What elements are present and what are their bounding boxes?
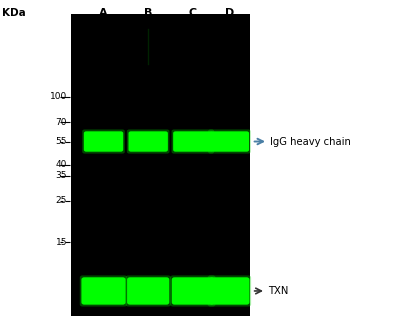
FancyBboxPatch shape: [128, 131, 168, 152]
FancyBboxPatch shape: [209, 277, 249, 305]
FancyBboxPatch shape: [126, 129, 169, 154]
Text: KDa: KDa: [2, 8, 26, 18]
Text: TXN: TXN: [267, 286, 288, 296]
FancyBboxPatch shape: [83, 131, 123, 152]
Bar: [71, 14, 249, 316]
Text: 55: 55: [55, 137, 67, 146]
FancyBboxPatch shape: [81, 277, 126, 305]
FancyBboxPatch shape: [170, 275, 215, 307]
FancyBboxPatch shape: [125, 275, 171, 307]
FancyBboxPatch shape: [171, 129, 214, 154]
FancyBboxPatch shape: [207, 275, 250, 307]
Text: 15: 15: [55, 238, 67, 247]
Text: C: C: [188, 8, 196, 18]
Text: A: A: [99, 8, 108, 18]
FancyBboxPatch shape: [80, 275, 127, 307]
Text: 100: 100: [50, 93, 67, 101]
FancyBboxPatch shape: [173, 131, 212, 152]
Text: 25: 25: [55, 197, 67, 205]
FancyBboxPatch shape: [207, 129, 250, 154]
Text: D: D: [224, 8, 233, 18]
FancyBboxPatch shape: [82, 129, 125, 154]
Text: IgG heavy chain: IgG heavy chain: [269, 136, 350, 147]
FancyBboxPatch shape: [171, 277, 213, 305]
Text: 40: 40: [55, 160, 67, 169]
Text: B: B: [144, 8, 152, 18]
FancyBboxPatch shape: [127, 277, 169, 305]
FancyBboxPatch shape: [209, 131, 248, 152]
Text: 35: 35: [55, 171, 67, 180]
Text: 70: 70: [55, 118, 67, 127]
